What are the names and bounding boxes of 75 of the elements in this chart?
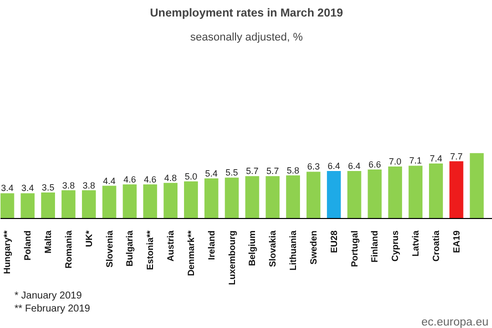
x-tick-label: Romania [63, 230, 74, 269]
data-label: 7.1 [409, 156, 422, 166]
bar [204, 178, 218, 218]
x-tick-label: Belgium [247, 230, 258, 266]
data-label: 6.3 [307, 162, 320, 172]
data-label: 6.6 [368, 159, 381, 170]
bar [286, 175, 300, 218]
data-label: 5.8 [286, 165, 300, 176]
x-tick-label: Slovenia [104, 230, 114, 268]
bar [82, 190, 96, 218]
x-tick-label: Sweden [308, 230, 318, 265]
bar [0, 193, 14, 218]
data-label: 7.0 [388, 156, 402, 166]
bar [102, 186, 116, 218]
data-label: 5.4 [205, 168, 218, 178]
bar [429, 164, 443, 218]
data-label: 3.8 [82, 180, 96, 190]
x-tick-label: UK* [84, 230, 94, 247]
x-tick-label: Lithuania [288, 230, 298, 270]
x-tick-label: Latvia [410, 230, 421, 257]
data-label: 4.6 [144, 174, 156, 184]
bar [470, 153, 484, 218]
data-label: 7.7 [450, 151, 463, 162]
bar [224, 178, 239, 218]
data-label: 3.4 [21, 183, 34, 194]
data-label: 6.4 [348, 160, 361, 171]
x-tick-label: Austria [166, 230, 176, 262]
bar [164, 182, 178, 218]
bar [122, 184, 137, 218]
x-tick-label: Luxembourg [226, 230, 237, 285]
x-tick-label: EA19 [451, 230, 462, 254]
data-label: 4.6 [123, 174, 136, 184]
bar [266, 176, 280, 218]
x-tick-label: Portugal [349, 230, 360, 267]
x-tick-label: Finland [370, 230, 380, 262]
x-tick-label: Bulgaria [124, 230, 135, 267]
bar [41, 192, 56, 218]
x-tick-label: Cyprus [390, 230, 400, 262]
bar [184, 181, 198, 218]
bar [20, 193, 35, 218]
bar [245, 176, 260, 218]
data-label: 5.7 [246, 166, 258, 176]
data-label: 4.8 [164, 172, 177, 183]
data-label: 3.5 [42, 182, 54, 192]
bar [449, 161, 464, 218]
text: * January 2019 [14, 290, 82, 302]
data-label: 6.4 [328, 160, 340, 171]
bar [143, 184, 158, 218]
x-tick-label: EU28 [328, 230, 339, 254]
x-tick-label: Malta [43, 230, 54, 254]
data-label: 3.4 [0, 183, 14, 194]
text: ec.europa.eu [421, 316, 489, 328]
data-label: 3.8 [62, 180, 75, 190]
data-label: 5.5 [226, 168, 238, 178]
x-tick-label: Estonia** [145, 230, 156, 270]
bar [62, 190, 76, 218]
data-label: 5.7 [266, 166, 279, 176]
chart-subtitle: seasonally adjusted, % [190, 32, 303, 44]
bar [306, 172, 320, 218]
x-tick-label: Denmark** [186, 230, 196, 276]
data-label: 7.4 [430, 154, 442, 164]
bar [408, 166, 422, 218]
bar [368, 169, 382, 218]
data-label: 5.0 [184, 171, 198, 182]
bar [326, 170, 341, 218]
x-tick-label: Slovakia [268, 230, 278, 268]
data-label: 4.4 [103, 176, 116, 186]
chart-title: Unemployment rates in March 2019 [150, 8, 344, 20]
bar [388, 166, 402, 218]
x-tick-label: Poland [22, 230, 33, 260]
x-tick-label: Hungary** [2, 230, 12, 274]
x-tick-label: Ireland [206, 230, 216, 260]
text: ** February 2019 [14, 304, 91, 314]
x-tick-label: Croatia [430, 230, 441, 262]
bar [347, 170, 362, 218]
